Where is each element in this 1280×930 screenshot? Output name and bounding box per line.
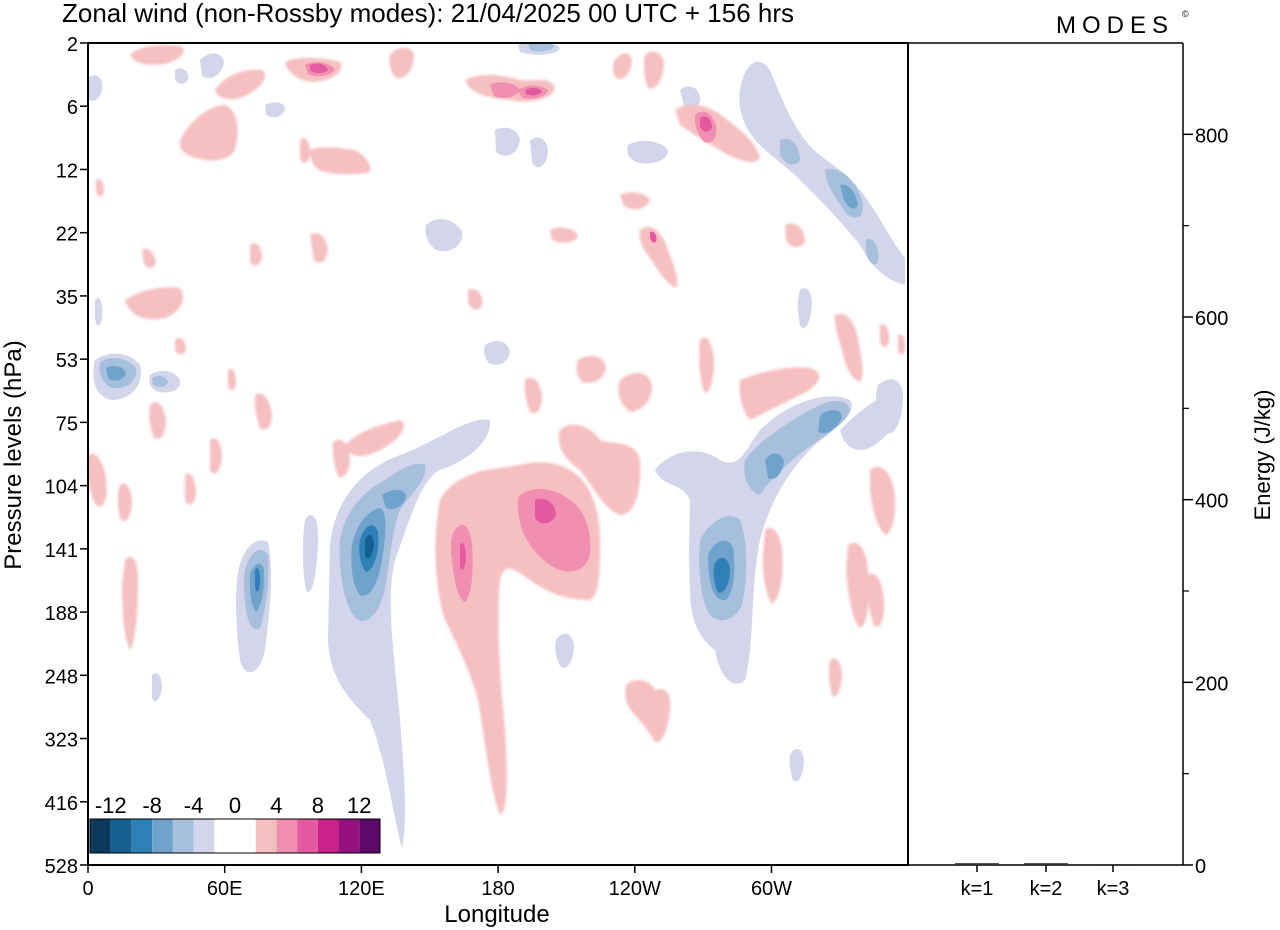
modes-logo: MODES © [1056, 9, 1189, 39]
contour-level-minus8 [255, 525, 730, 593]
y-tick-label: 323 [45, 730, 78, 752]
colorbar-label: -4 [184, 793, 204, 818]
y-tick-label: 35 [56, 287, 78, 309]
chart-title: Zonal wind (non-Rossby modes): 21/04/202… [62, 0, 794, 28]
y-tick-label: 53 [56, 350, 78, 372]
logo-mark: © [1182, 9, 1189, 19]
x-tick-label: 120E [338, 878, 385, 900]
wind-field-contours: -12 -8 -4 0 4 8 12 [87, 42, 906, 854]
energy-tick-label: 400 [1195, 491, 1228, 513]
colorbar-swatch [193, 819, 215, 853]
colorbar-label: -8 [142, 793, 162, 818]
x-tick-label: 60W [751, 878, 792, 900]
y-tick-label: 2 [67, 34, 78, 56]
energy-axis-label: Energy (J/kg) [1250, 390, 1275, 521]
x-tick-label: 60E [207, 878, 243, 900]
y-tick-label: 248 [45, 666, 78, 688]
x-axis-label: Longitude [444, 901, 549, 928]
colorbar-labels: -12 -8 -4 0 4 8 12 [95, 793, 372, 818]
y-tick-label: 12 [56, 160, 78, 182]
y-tick-label: 6 [67, 97, 78, 119]
energy-panel: 0 200 400 600 800 k=1 k=2 k=3 [908, 42, 1228, 900]
colorbar-label: -12 [95, 793, 127, 818]
colorbar-swatch [172, 819, 194, 853]
contour-level-minus12 [365, 535, 374, 559]
y-tick-label: 188 [45, 603, 78, 625]
y-tick-label: 528 [45, 856, 78, 878]
colorbar-swatch [297, 819, 318, 853]
y-tick-label: 416 [45, 793, 78, 815]
energy-bar [955, 863, 999, 865]
colorbar-swatch [131, 819, 153, 853]
energy-tick-label: 200 [1195, 673, 1228, 695]
colorbar-swatch [338, 819, 360, 853]
colorbar-swatch [110, 819, 132, 853]
colorbar [89, 818, 381, 854]
y-axis-label: Pressure levels (hPa) [0, 340, 27, 569]
colorbar-swatch [255, 819, 277, 853]
colorbar-label: 8 [312, 793, 324, 818]
colorbar-swatch [152, 819, 173, 853]
x-tick-label: 0 [82, 878, 93, 900]
energy-tick-label: 800 [1195, 125, 1228, 147]
x-tick-label: 120W [609, 878, 661, 900]
energy-category-label: k=2 [1030, 878, 1063, 900]
y-tick-label: 141 [45, 540, 78, 562]
colorbar-label: 12 [347, 793, 371, 818]
colorbar-swatch [235, 819, 256, 853]
energy-bar [1091, 864, 1135, 865]
y-tick-label: 75 [56, 413, 78, 435]
contour-level-plus8 [310, 63, 712, 570]
y-tick-label: 22 [56, 224, 78, 246]
energy-bar [1024, 863, 1068, 865]
colorbar-swatch [214, 819, 235, 853]
energy-category-label: k=3 [1097, 878, 1130, 900]
y-tick-label: 104 [45, 477, 78, 499]
colorbar-swatch [90, 819, 111, 853]
colorbar-label: 0 [229, 793, 241, 818]
colorbar-frame [89, 818, 381, 854]
x-tick-label: 180 [481, 878, 514, 900]
energy-tick-label: 0 [1195, 856, 1206, 878]
colorbar-swatch [317, 819, 339, 853]
colorbar-swatch [359, 819, 380, 853]
colorbar-label: 4 [270, 793, 282, 818]
colorbar-swatch [276, 819, 298, 853]
logo-text: MODES [1056, 12, 1174, 39]
energy-tick-label: 600 [1195, 308, 1228, 330]
energy-category-label: k=1 [961, 878, 994, 900]
